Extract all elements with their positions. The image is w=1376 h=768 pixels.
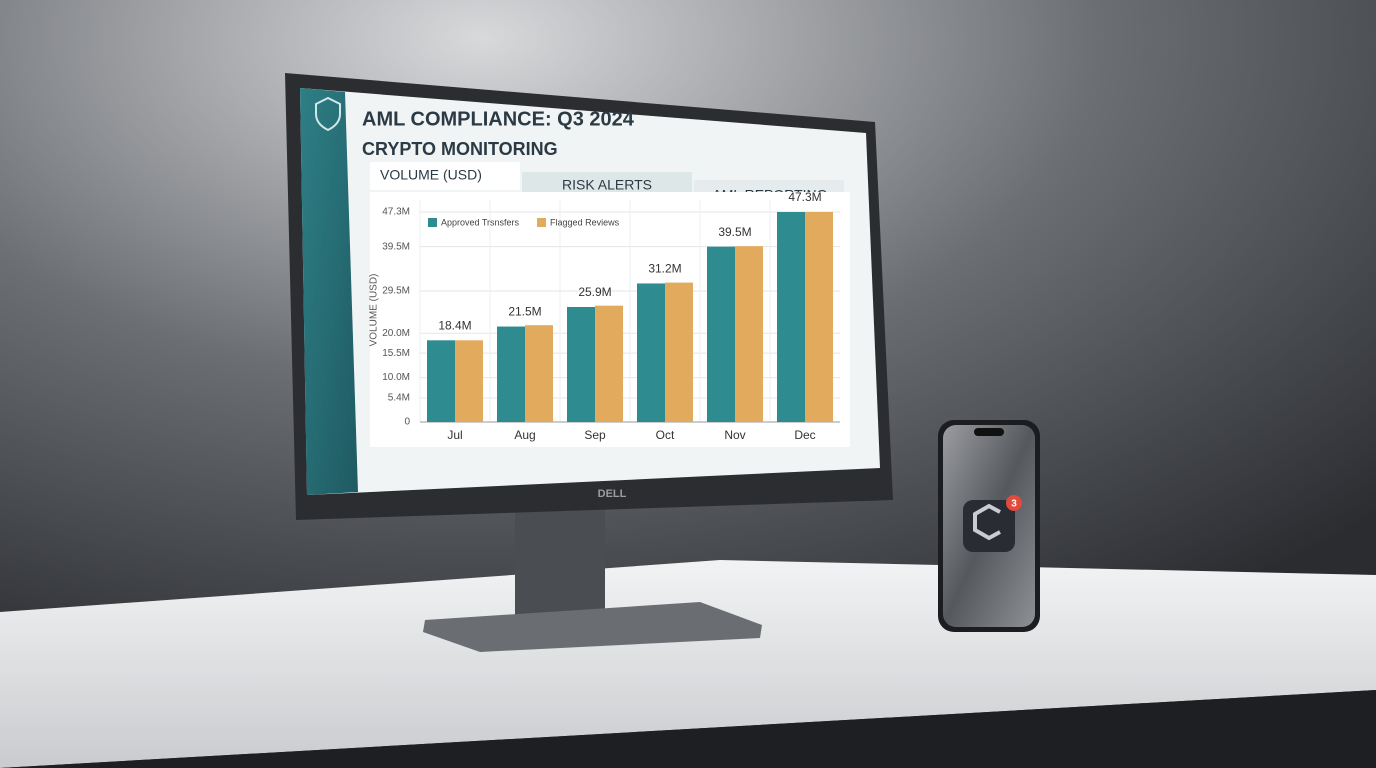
badge-count: 3 (1011, 499, 1017, 510)
y-tick-label: 5.4M (388, 393, 410, 404)
chart: 0 5.4M 10.0M 15.5M 20.0M 29.5M 39.5M 47.3M Jul 18… (382, 190, 840, 442)
monitor-brand: DELL (598, 488, 627, 500)
bar (525, 325, 553, 422)
bar (707, 246, 735, 422)
monitor-stand (515, 505, 605, 615)
bar (497, 326, 525, 422)
app-logo (973, 503, 1001, 541)
y-tick-label: 29.5M (382, 286, 410, 297)
tab-label[interactable]: RISK ALERTS (562, 177, 652, 193)
value-label: 47.3M (788, 190, 821, 204)
screen-subtitle: CRYPTO MONITORING (362, 139, 558, 159)
bar (665, 282, 693, 422)
legend-label: Flagged Reviews (550, 217, 620, 227)
legend-swatch (537, 218, 547, 227)
value-label: 31.2M (648, 262, 681, 276)
notification-badge (1006, 495, 1022, 511)
desk-shadow (0, 690, 1376, 768)
bar (427, 340, 455, 422)
y-tick-label: 15.5M (382, 348, 410, 359)
value-label: 21.5M (508, 305, 541, 319)
x-tick-label: Dec (794, 428, 815, 442)
y-tick-label: 47.3M (382, 207, 410, 218)
screen-sidebar (300, 88, 358, 495)
bar (805, 211, 833, 422)
y-tick-label: 10.0M (382, 372, 410, 383)
bar (455, 340, 483, 422)
value-label: 18.4M (438, 318, 471, 332)
y-axis-label: VOLUME (USD) (369, 274, 380, 347)
bar (567, 307, 595, 422)
y-tick-label: 39.5M (382, 241, 410, 252)
legend-swatch (428, 218, 437, 227)
screen-title: AML COMPLIANCE: Q3 2024 (362, 108, 635, 130)
x-tick-label: Aug (514, 428, 535, 442)
tab-label[interactable]: VOLUME (USD) (380, 167, 482, 183)
value-label: 25.9M (578, 285, 611, 299)
x-tick-label: Nov (724, 428, 745, 442)
bar (595, 305, 623, 422)
shield-icon (315, 96, 341, 132)
tab-active[interactable] (370, 162, 520, 190)
bar (777, 211, 805, 422)
phone-notch (974, 428, 1004, 436)
x-tick-label: Oct (656, 428, 675, 442)
x-tick-label: Sep (584, 428, 606, 442)
bar (735, 246, 763, 422)
y-tick-label: 20.0M (382, 328, 410, 339)
x-tick-label: Jul (447, 428, 462, 442)
monitor-base (423, 602, 762, 652)
y-tick-label: 0 (404, 417, 410, 428)
bar (637, 283, 665, 422)
legend-label: Approved Trsnsfers (441, 217, 520, 227)
value-label: 39.5M (718, 225, 751, 239)
